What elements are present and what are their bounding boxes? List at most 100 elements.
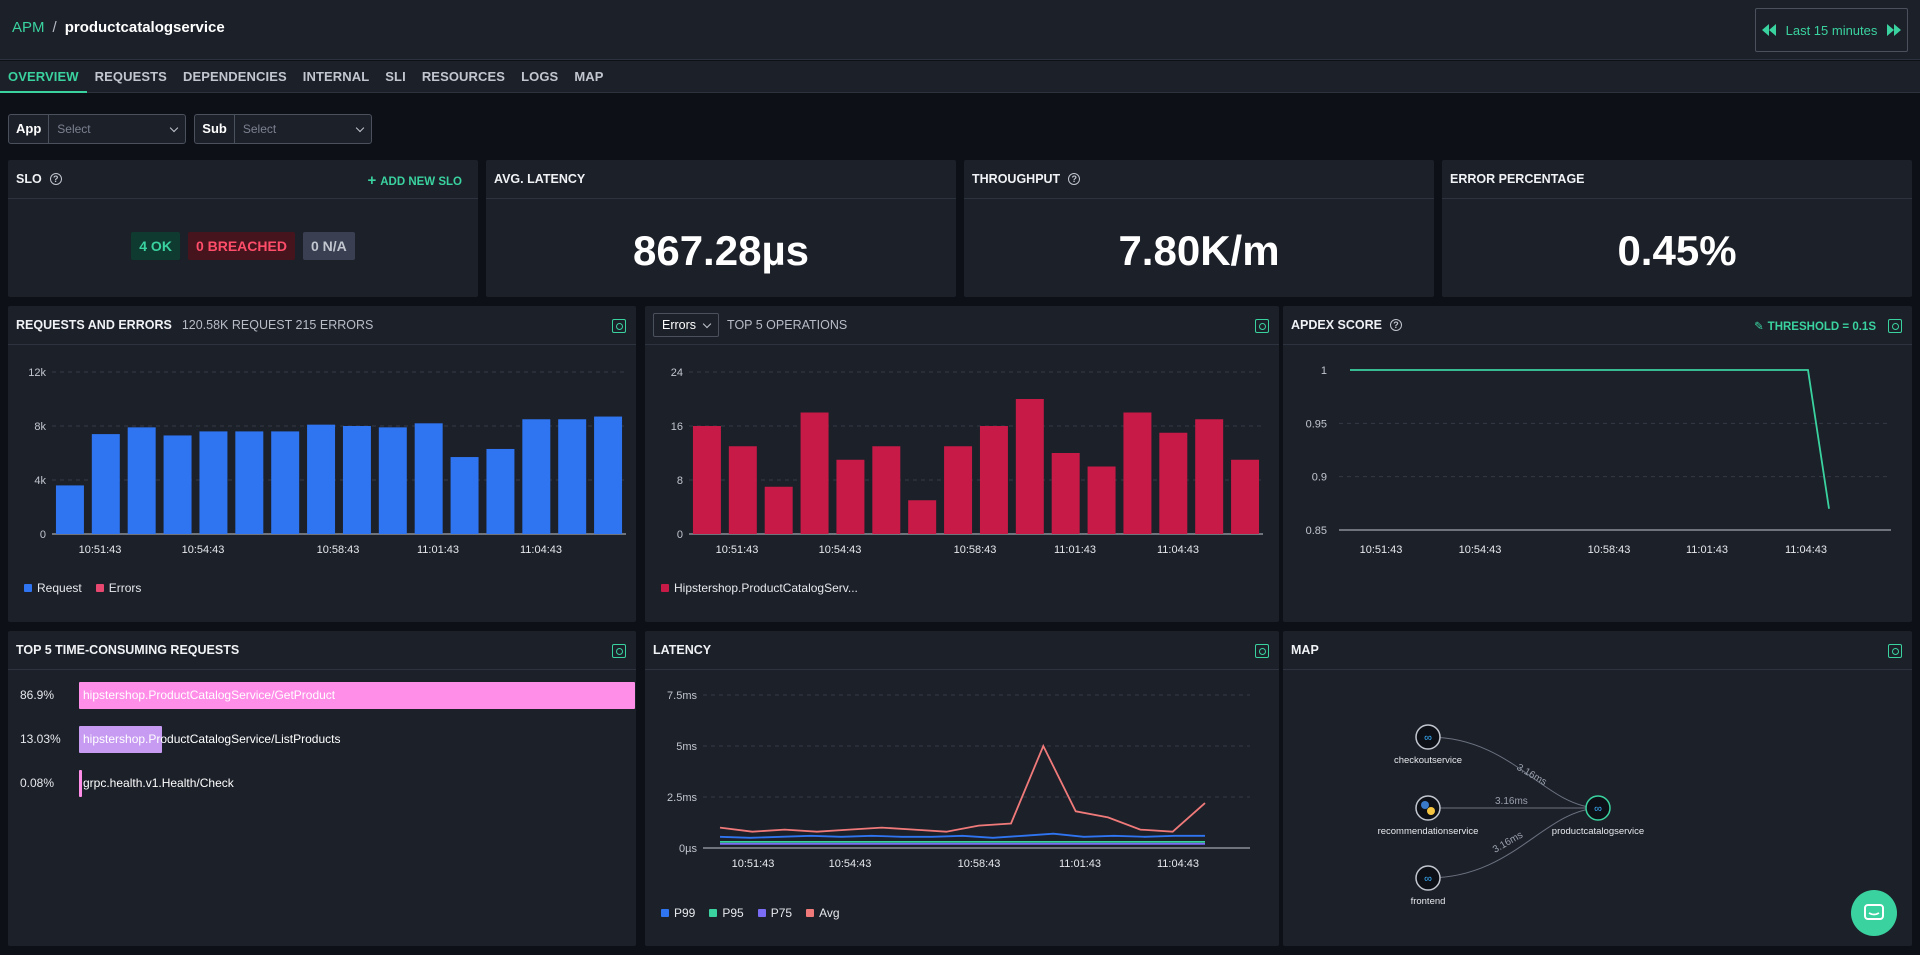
- legend-swatch: [661, 584, 669, 592]
- tab-sli[interactable]: SLI: [385, 69, 406, 84]
- top-operations-legend: Hipstershop.ProductCatalogServ...: [661, 581, 858, 595]
- throughput-header: THROUGHPUT ?: [964, 160, 1434, 199]
- map-node-frontend[interactable]: ∞ frontend: [1411, 865, 1446, 907]
- requests-errors-card: REQUESTS AND ERRORS 120.58K REQUEST 215 …: [8, 306, 636, 622]
- expand-icon[interactable]: [612, 319, 626, 333]
- app-filter-label: App: [9, 115, 50, 143]
- errors-dropdown[interactable]: Errors: [653, 313, 720, 337]
- map-node-recommendationservice[interactable]: recommendationservice: [1378, 795, 1479, 837]
- error-percentage-card: ERROR PERCENTAGE 0.45%: [1442, 160, 1912, 297]
- slo-ok-badge[interactable]: 4 OK: [131, 232, 180, 260]
- top5-requests-header: TOP 5 TIME-CONSUMING REQUESTS: [8, 631, 636, 670]
- python-icon: [1421, 801, 1429, 809]
- request-bar: [414, 423, 443, 534]
- chat-support-button[interactable]: [1851, 890, 1897, 936]
- legend-item-errors[interactable]: Errors: [95, 581, 141, 595]
- legend-item-p95[interactable]: P95: [709, 906, 744, 920]
- legend-label: P99: [674, 906, 696, 920]
- avg-latency-card: AVG. LATENCY 867.28µs: [486, 160, 956, 297]
- top-operations-title: TOP 5 OPERATIONS: [727, 318, 848, 332]
- throughput-value: 7.80K/m: [1118, 227, 1280, 274]
- legend-item-p75[interactable]: P75: [757, 906, 793, 920]
- chat-icon: [1864, 904, 1884, 920]
- request-name: grpc.health.v1.Health/Check: [83, 776, 234, 790]
- expand-icon[interactable]: [612, 644, 626, 658]
- x-tick-label: 10:58:43: [317, 544, 360, 556]
- sub-select[interactable]: Select: [235, 115, 371, 143]
- tab-logs[interactable]: LOGS: [521, 69, 559, 84]
- legend-swatch: [95, 584, 104, 592]
- legend-label: Avg: [819, 906, 840, 920]
- tab-map[interactable]: MAP: [574, 69, 604, 84]
- request-percentage: 0.08%: [20, 776, 55, 790]
- x-tick-label: 11:01:43: [417, 544, 459, 556]
- legend-label: Hipstershop.ProductCatalogServ...: [674, 581, 858, 595]
- node-label: recommendationservice: [1378, 826, 1479, 837]
- tab-dependencies[interactable]: DEPENDENCIES: [182, 69, 287, 84]
- request-percentage: 13.03%: [20, 732, 61, 746]
- legend-item-operation[interactable]: Hipstershop.ProductCatalogServ...: [661, 581, 858, 595]
- tab-bar: OVERVIEW REQUESTS DEPENDENCIES INTERNAL …: [0, 61, 1920, 93]
- expand-icon[interactable]: [1255, 644, 1269, 658]
- time-range-label: Last 15 minutes: [1785, 22, 1878, 38]
- request-bar: [199, 431, 228, 534]
- fast-forward-icon[interactable]: [1887, 24, 1902, 36]
- apdex-header: APDEX SCORE ? ✎ THRESHOLD = 0.1S: [1283, 306, 1912, 345]
- error-percentage-value: 0.45%: [1617, 227, 1737, 274]
- error-bar: [692, 426, 721, 534]
- error-percentage-title: ERROR PERCENTAGE: [1450, 172, 1585, 186]
- error-percentage-header: ERROR PERCENTAGE: [1442, 160, 1912, 199]
- breadcrumb-apm-link[interactable]: APM: [12, 19, 45, 36]
- error-bar: [764, 486, 793, 534]
- app-select[interactable]: Select: [49, 115, 185, 143]
- add-new-slo-label: ADD NEW SLO: [380, 176, 462, 188]
- time-range-button[interactable]: Last 15 minutes: [1755, 8, 1908, 52]
- x-tick-label: 11:04:43: [1785, 544, 1827, 556]
- map-title: MAP: [1291, 643, 1319, 657]
- x-tick-label: 11:04:43: [1157, 858, 1199, 870]
- edge-label: 3.16ms: [1491, 830, 1525, 856]
- x-tick-label: 10:54:43: [819, 544, 862, 556]
- add-new-slo-button[interactable]: + ADD NEW SLO: [367, 172, 462, 189]
- slo-na-badge[interactable]: 0 N/A: [302, 232, 355, 260]
- y-tick-label: 0.95: [1306, 418, 1327, 430]
- legend-item-request[interactable]: Request: [24, 581, 82, 595]
- legend-item-p99[interactable]: P99: [661, 906, 695, 920]
- help-icon[interactable]: ?: [1068, 173, 1081, 185]
- error-bar: [1231, 459, 1260, 534]
- threshold-edit-button[interactable]: ✎ THRESHOLD = 0.1S: [1754, 319, 1876, 333]
- slo-breached-badge[interactable]: 0 BREACHED: [187, 232, 295, 260]
- request-bar: [163, 435, 192, 534]
- request-bar: [307, 424, 336, 534]
- tab-resources[interactable]: RESOURCES: [421, 69, 506, 84]
- help-icon[interactable]: ?: [49, 173, 62, 185]
- legend-item-avg[interactable]: Avg: [806, 906, 840, 920]
- expand-icon[interactable]: [1255, 319, 1269, 333]
- request-bar: [342, 426, 371, 534]
- legend-swatch: [24, 584, 32, 592]
- y-tick-label: 1: [1321, 365, 1327, 377]
- expand-icon[interactable]: [1888, 319, 1902, 333]
- expand-icon[interactable]: [1888, 644, 1902, 658]
- avg-latency-title: AVG. LATENCY: [494, 172, 586, 186]
- request-name: hipstershop.ProductCatalogService/GetPro…: [83, 688, 336, 702]
- help-icon[interactable]: ?: [1390, 319, 1402, 331]
- legend-label: P75: [770, 906, 793, 920]
- request-bar: [79, 726, 163, 753]
- tab-requests[interactable]: REQUESTS: [94, 69, 167, 84]
- tab-internal[interactable]: INTERNAL: [302, 69, 370, 84]
- map-node-checkoutservice[interactable]: ∞ checkoutservice: [1394, 724, 1462, 766]
- x-tick-label: 10:58:43: [1588, 544, 1631, 556]
- x-tick-label: 11:01:43: [1059, 858, 1101, 870]
- map-node-productcatalogservice[interactable]: ∞ productcatalogservice: [1552, 795, 1644, 837]
- y-tick-label: 7.5ms: [667, 690, 697, 702]
- service-node-icon: [1585, 795, 1611, 821]
- latency-line-p99: [719, 832, 1205, 839]
- request-percentage: 86.9%: [20, 688, 55, 702]
- x-tick-label: 10:51:43: [732, 858, 775, 870]
- x-tick-label: 10:54:43: [829, 858, 872, 870]
- tab-overview[interactable]: OVERVIEW: [0, 61, 87, 93]
- rewind-icon[interactable]: [1761, 24, 1776, 36]
- service-node-icon: [1415, 724, 1441, 750]
- legend-label: P95: [722, 906, 744, 920]
